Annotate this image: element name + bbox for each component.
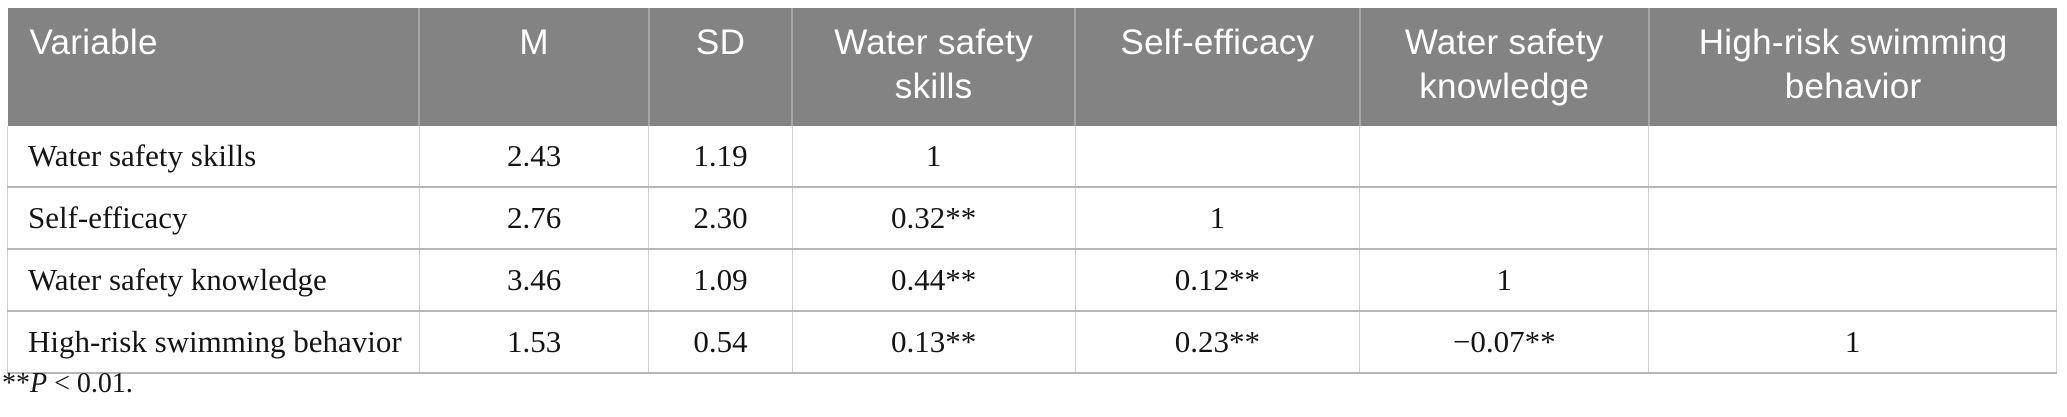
header-cell-mean: M	[419, 8, 650, 126]
table-footnote: **P < 0.01.	[2, 368, 133, 400]
cell-correlation: 1	[1359, 248, 1650, 311]
header-cell-variable: Variable	[7, 8, 421, 126]
correlation-table: Variable M SD Water safety skills Self-e…	[7, 8, 2057, 374]
header-cell-sd: SD	[648, 8, 794, 126]
header-cell-self-efficacy: Self-efficacy	[1075, 8, 1361, 126]
table-row: High-risk swimming behavior 1.53 0.54 0.…	[7, 310, 2057, 374]
cell-correlation: 0.32**	[791, 186, 1076, 249]
footnote-p-symbol: P	[30, 368, 48, 399]
cell-correlation	[1074, 126, 1361, 187]
footnote-threshold: < 0.01.	[47, 368, 133, 399]
cell-correlation	[1648, 126, 2057, 187]
header-cell-high-risk-swimming-behavior: High-risk swimming behavior	[1648, 8, 2057, 126]
cell-correlation	[1648, 248, 2057, 311]
cell-mean: 3.46	[418, 248, 650, 311]
cell-correlation: −0.07**	[1359, 310, 1650, 374]
cell-correlation: 1	[1074, 186, 1361, 249]
footnote-stars: **	[2, 368, 30, 399]
cell-correlation: 1	[1648, 310, 2057, 374]
table-body: Water safety skills 2.43 1.19 1 Self-eff…	[7, 126, 2057, 374]
cell-mean: 2.43	[418, 126, 650, 187]
header-cell-water-safety-knowledge: Water safety knowledge	[1359, 8, 1650, 126]
cell-correlation: 1	[791, 126, 1076, 187]
row-label: Water safety skills	[7, 126, 420, 187]
cell-correlation	[1359, 186, 1650, 249]
cell-sd: 0.54	[648, 310, 793, 374]
table-header: Variable M SD Water safety skills Self-e…	[7, 8, 2057, 126]
header-cell-water-safety-skills: Water safety skills	[792, 8, 1076, 126]
cell-mean: 1.53	[418, 310, 650, 374]
table-row: Self-efficacy 2.76 2.30 0.32** 1	[7, 186, 2057, 249]
row-label: High-risk swimming behavior	[7, 310, 420, 374]
cell-sd: 2.30	[648, 186, 793, 249]
table-row: Water safety skills 2.43 1.19 1	[7, 126, 2057, 187]
cell-correlation	[1648, 186, 2057, 249]
cell-mean: 2.76	[418, 186, 650, 249]
cell-correlation: 0.44**	[791, 248, 1076, 311]
table-row: Water safety knowledge 3.46 1.09 0.44** …	[7, 248, 2057, 311]
cell-correlation: 0.13**	[791, 310, 1076, 374]
cell-sd: 1.09	[648, 248, 793, 311]
header-row: Variable M SD Water safety skills Self-e…	[7, 8, 2057, 126]
cell-correlation: 0.23**	[1074, 310, 1361, 374]
row-label: Water safety knowledge	[7, 248, 420, 311]
cell-sd: 1.19	[648, 126, 793, 187]
cell-correlation: 0.12**	[1074, 248, 1361, 311]
cell-correlation	[1359, 126, 1650, 187]
row-label: Self-efficacy	[7, 186, 420, 249]
